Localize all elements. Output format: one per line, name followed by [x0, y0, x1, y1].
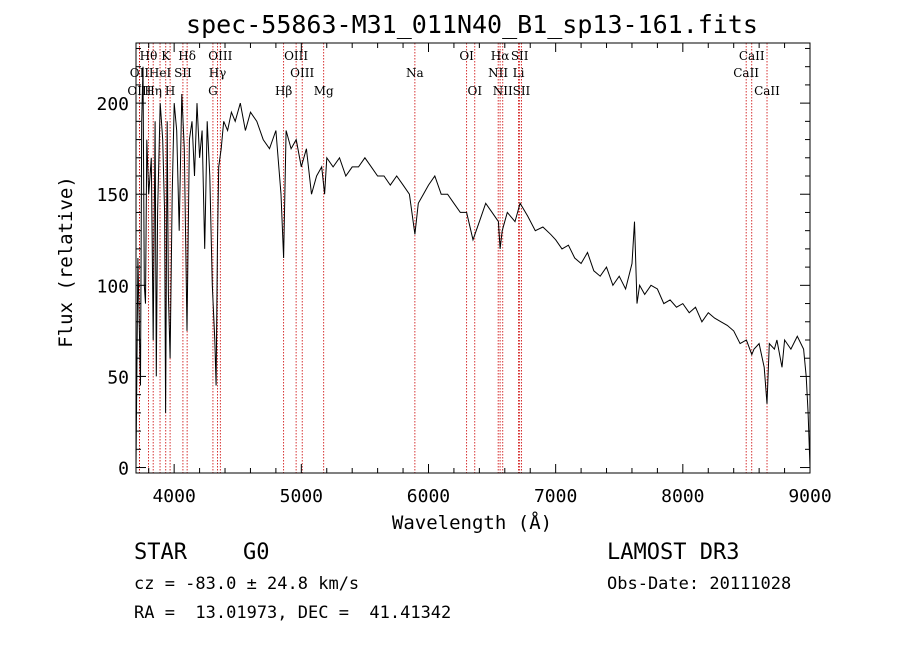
emission-line-markers [139, 43, 768, 473]
line-label-21: NII [493, 84, 513, 98]
line-label-9: OIII [208, 49, 232, 63]
object-class: STAR [134, 540, 187, 565]
line-label-4: HeI [149, 66, 172, 80]
y-tick-label-0: 0 [118, 459, 129, 480]
spectral-subclass: G0 [243, 540, 270, 565]
x-axis-label: Wavelength (Å) [392, 511, 552, 534]
line-label-20: NII [488, 66, 508, 80]
line-label-2: OIII [127, 84, 151, 98]
line-label-10: Hγ [209, 66, 227, 80]
line-label-26: CaII [733, 66, 759, 80]
line-label-5: Hη [144, 84, 162, 98]
line-label-23: Li [513, 66, 525, 80]
x-tick-label-3: 7000 [534, 486, 577, 507]
survey-name: LAMOST DR3 [607, 540, 740, 565]
spectrum-line [135, 66, 811, 468]
x-tick-label-1: 5000 [280, 486, 323, 507]
y-tick-label-4: 200 [96, 94, 129, 115]
y-tick-label-1: 50 [107, 367, 129, 388]
y-axis-label: Flux (relative) [55, 176, 77, 348]
line-label-11: G [208, 84, 218, 98]
x-tick-label-2: 6000 [407, 486, 450, 507]
line-label-15: Mg [314, 84, 334, 98]
line-label-8: SII [174, 66, 192, 80]
line-label-1: OII [130, 66, 150, 80]
chart-title: spec-55863-M31_011N40_B1_sp13-161.fits [186, 10, 758, 39]
y-tick-label-3: 150 [96, 185, 129, 206]
axis-ticks: 4000 5000 6000 7000 8000 9000 0 50 100 150 200 [96, 43, 832, 507]
line-label-6: H [165, 84, 175, 98]
line-label-12: Hβ [275, 84, 292, 98]
line-label-17: OI [459, 49, 474, 63]
obs-date: Obs-Date: 20111028 [607, 574, 792, 594]
coordinates: RA = 13.01973, DEC = 41.41342 [134, 603, 452, 623]
line-label-7: Hδ [178, 49, 196, 63]
line-label-25: CaII [739, 49, 765, 63]
line-label-16: Na [406, 66, 424, 80]
x-tick-label-5: 9000 [788, 486, 831, 507]
line-label-14: OIII [290, 66, 314, 80]
line-label-13: OIII [284, 49, 308, 63]
y-tick-label-2: 100 [96, 276, 129, 297]
line-label-3: K [161, 49, 171, 63]
x-tick-label-0: 4000 [152, 486, 195, 507]
plot-frame [135, 42, 811, 474]
line-label-19: Hα [491, 49, 510, 63]
line-label-18: OI [467, 84, 482, 98]
redshift-text: cz = -83.0 ± 24.8 km/s [134, 574, 360, 594]
x-tick-label-4: 8000 [661, 486, 704, 507]
line-label-27: CaII [754, 84, 780, 98]
line-label-0: Hθ [140, 49, 158, 63]
line-label-22: SII [511, 49, 529, 63]
line-label-24: SII [513, 84, 531, 98]
